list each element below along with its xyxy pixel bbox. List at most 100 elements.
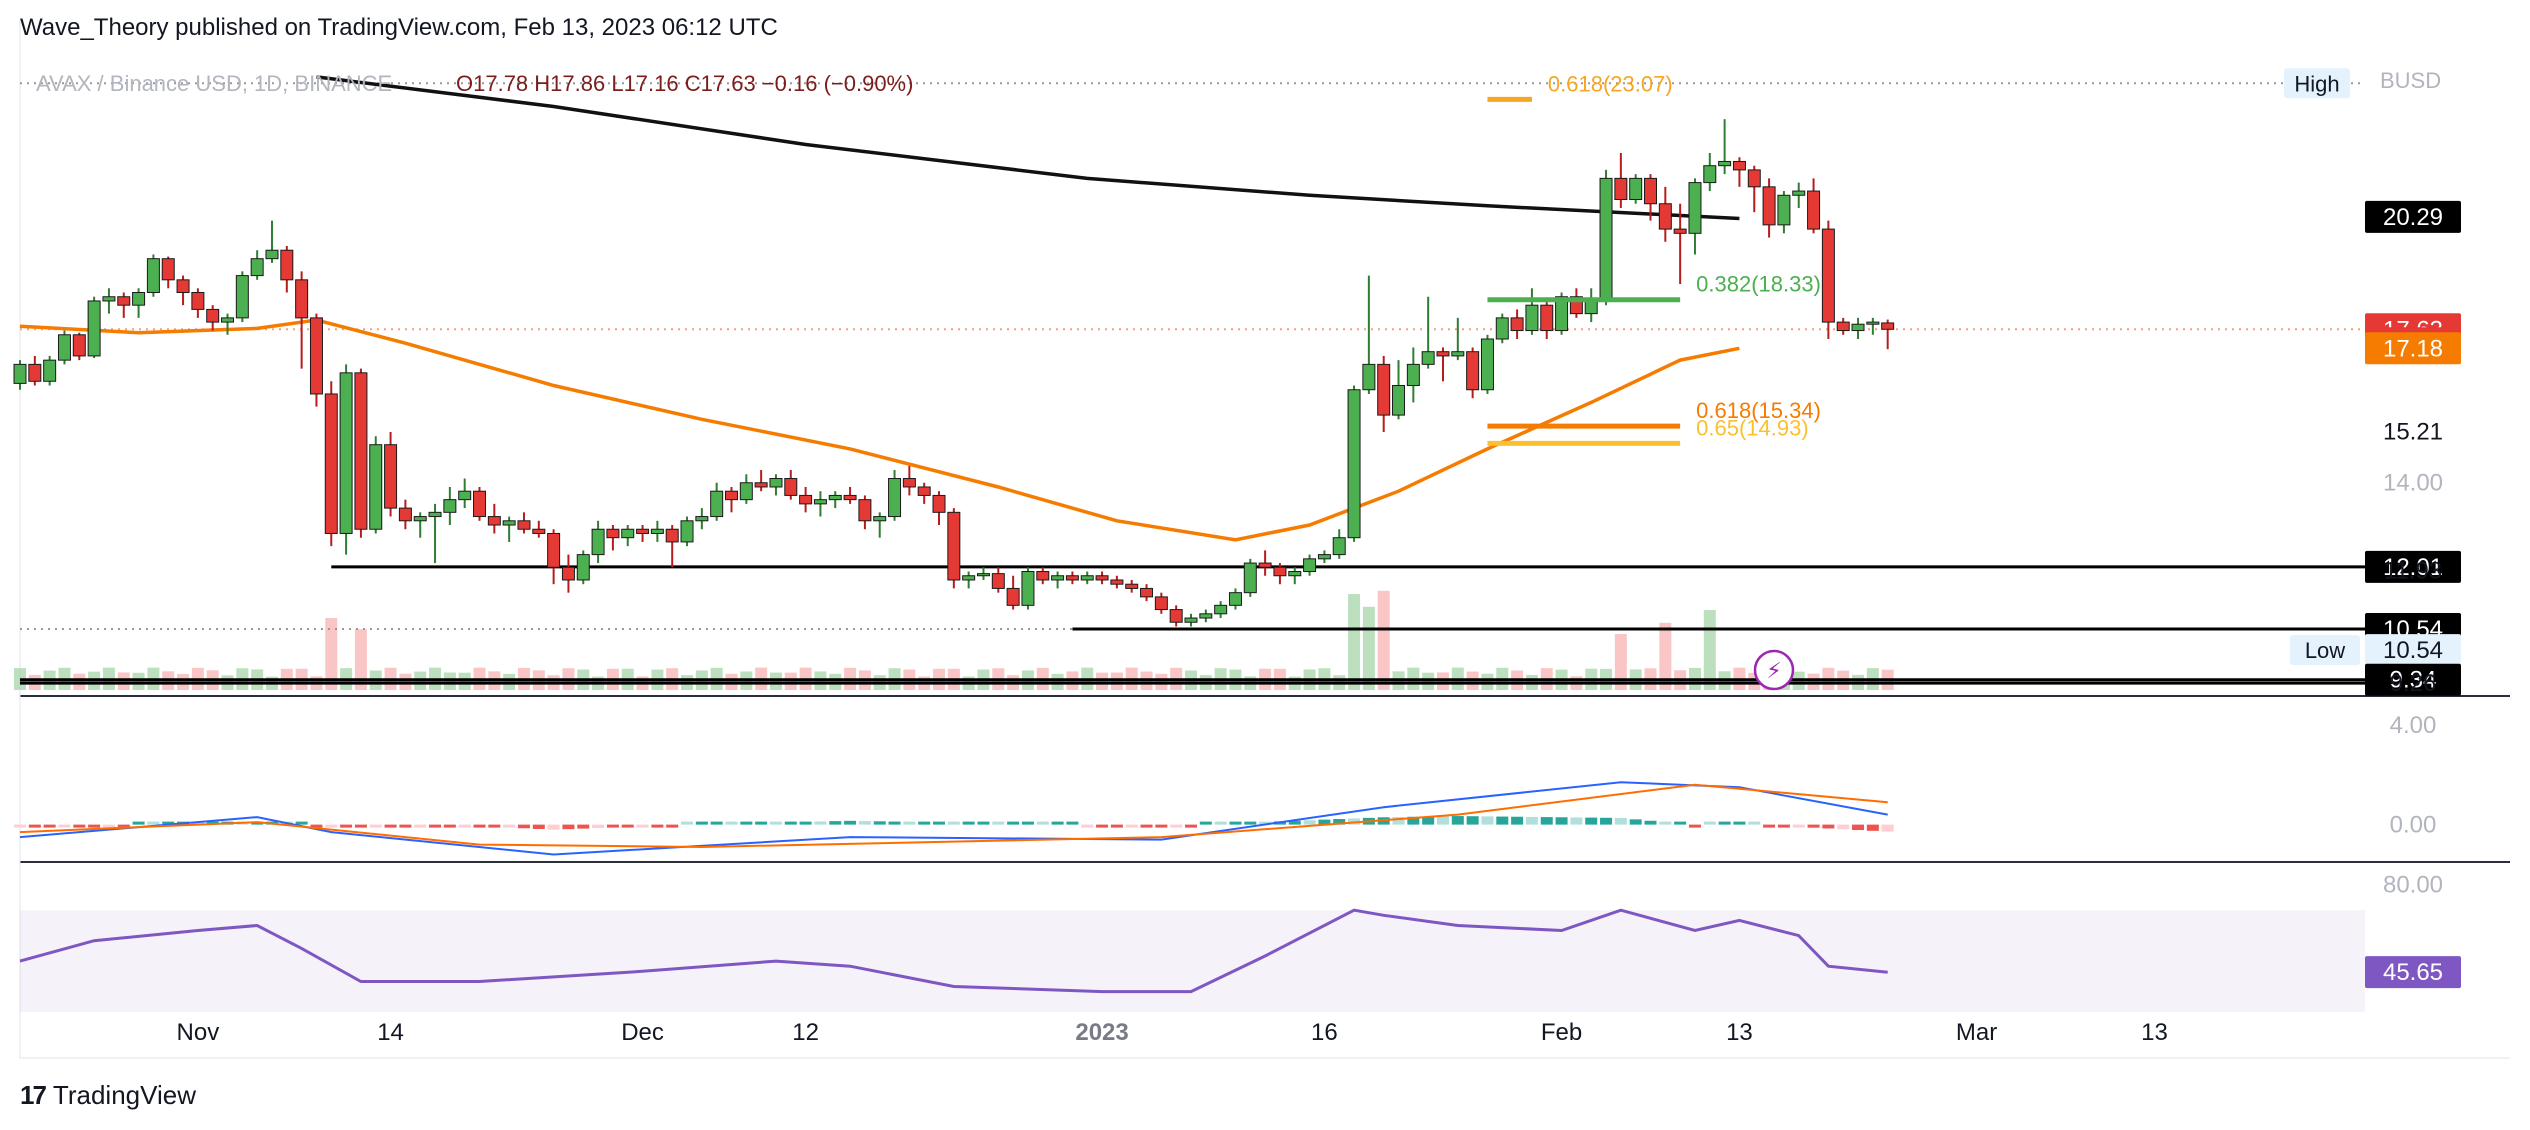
candle-body [947,511,961,581]
macd-histogram-bar [621,824,634,828]
rsi-axis-label: 80.00 [2383,872,2443,899]
price-axis-label: 9.34 [2390,667,2437,694]
price-label-bg [2365,663,2461,696]
macd-histogram-bar [1125,824,1138,828]
macd-histogram-bar [1110,824,1123,828]
volume-bar [1422,672,1435,690]
macd-histogram-bar [517,824,530,829]
high-tag-bg [2284,68,2350,99]
candle-body [191,292,205,310]
time-axis-tick: 16 [1311,1019,1338,1046]
macd-histogram-bar [1585,817,1598,825]
price-axis: 20.2917.6317:47:3117.1815.2114.0012.0111… [2284,68,2461,697]
candle-body [1629,177,1643,201]
candle-body [1169,609,1183,623]
macd-histogram-bar [532,824,545,830]
macd-histogram-bar [1303,820,1316,825]
candle-body [1051,575,1065,581]
candle-body [858,499,872,522]
volume-bar [458,672,471,690]
macd-histogram-bar [829,821,842,825]
volume-bar [325,618,338,690]
candle-body [280,249,294,281]
candle-body [1317,554,1331,560]
macd-histogram-bar [947,821,960,825]
macd-axis-label: 4.00 [2390,712,2437,739]
price-label-bg [2365,332,2461,365]
price-axis-label: 17.18 [2383,335,2443,362]
time-axis-tick: 13 [2141,1019,2168,1046]
candle-body [591,528,605,556]
candle-body [754,482,768,488]
candle-body [636,528,650,534]
candle-body [873,516,887,522]
time-axis-tick: Dec [621,1019,664,1046]
alert-icon[interactable]: ⚡ [1753,649,1795,691]
macd-histogram-bar [977,821,990,825]
macd-histogram-bar [577,824,590,829]
candle-body [1080,575,1094,581]
macd-histogram-bar [88,824,101,828]
candle-body [354,372,368,530]
macd-histogram-bar [310,824,323,828]
candle-body [532,528,546,534]
price-axis-label: 11.93 [2384,557,2442,584]
macd-histogram-bar [1066,821,1079,825]
macd-histogram-bar [1170,824,1183,828]
time-axis-tick: 13 [1726,1019,1753,1046]
macd-histogram-bar [1674,821,1687,825]
tradingview-logo-icon: 17 [20,1080,47,1110]
candle-body [1303,558,1317,573]
price-axis-label: 20.29 [2383,204,2443,231]
macd-histogram-bar [147,821,160,825]
candle-body [413,516,427,522]
macd-histogram-bar [162,821,175,825]
macd-histogram-bar [1629,819,1642,825]
macd-histogram-bar [132,821,145,825]
candle-body [962,575,976,581]
fib-level-label: 0.618(15.34) [1696,398,1821,423]
candle-body [1599,177,1613,302]
candle-body [1288,571,1302,577]
macd-histogram-bar [651,824,664,828]
volume-bar [769,672,782,690]
macd-histogram-bar [488,824,501,828]
macd-histogram-bar [1792,824,1805,828]
candle-body [1540,304,1554,332]
macd-histogram-bar [888,821,901,825]
price-tag-label: Low [2305,638,2345,663]
price-axis-label: 10.54 [2383,637,2443,664]
candle-body [443,499,457,513]
macd-histogram-bar [251,821,264,825]
candle-body [72,334,86,357]
ema200-line [316,75,1740,221]
time-axis-tick: 14 [377,1019,404,1046]
brand-name: TradingView [52,1080,196,1110]
macd-histogram-bar [117,824,130,828]
time-axis-tick: Nov [177,1019,220,1046]
publish-info: Wave_Theory published on TradingView.com… [20,14,778,41]
candle-body [473,490,487,518]
candle-body [1658,203,1672,230]
candle-body [250,258,264,277]
macd-histogram-bar [873,821,886,825]
rsi-line [19,908,1888,994]
macd-histogram-bar [1525,816,1538,825]
macd-histogram-bar [1036,821,1049,825]
candle-body [1480,338,1494,391]
macd-histogram-bar [1614,817,1627,825]
candle-body [1436,351,1450,357]
candle-body [1184,617,1198,623]
candle-body [502,520,516,526]
macd-histogram-bar [1570,817,1583,825]
macd-histogram-bar [592,824,605,828]
candle-body [1036,571,1050,581]
macd-histogram-bar [1259,821,1272,825]
rsi-band [20,910,2365,1012]
macd-histogram-bar [1007,821,1020,825]
macd-histogram-bar [1540,817,1553,825]
candle-body [1614,177,1628,201]
volume-bar [784,672,797,690]
candle-body [606,528,620,539]
